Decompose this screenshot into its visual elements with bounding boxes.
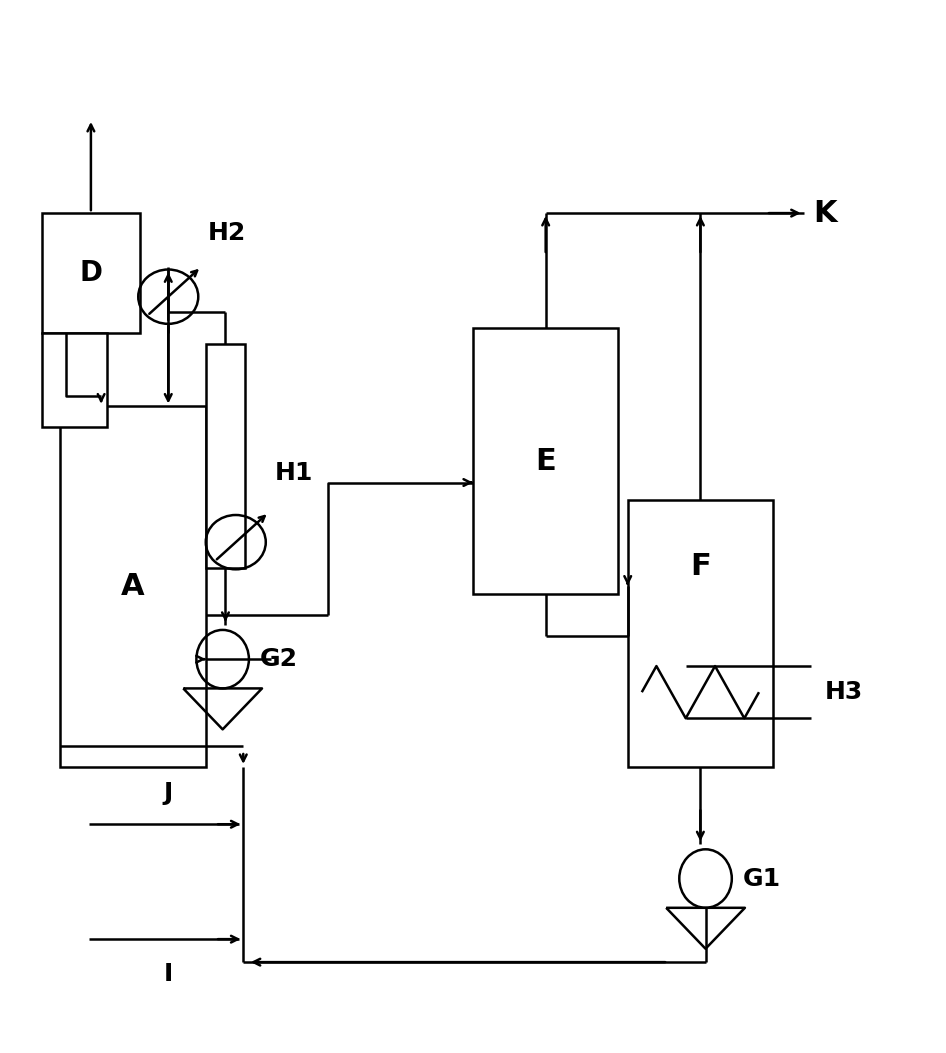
Bar bbox=[42, 333, 107, 428]
Text: G1: G1 bbox=[743, 867, 781, 891]
Text: I: I bbox=[164, 962, 173, 986]
Text: J: J bbox=[164, 781, 173, 806]
Text: H3: H3 bbox=[825, 680, 863, 704]
Bar bbox=[42, 213, 140, 333]
Text: G2: G2 bbox=[260, 648, 298, 671]
Text: A: A bbox=[121, 572, 145, 601]
Text: D: D bbox=[79, 259, 102, 287]
Bar bbox=[628, 500, 773, 767]
Text: H2: H2 bbox=[207, 221, 246, 245]
Bar bbox=[61, 406, 206, 767]
Text: H1: H1 bbox=[275, 461, 313, 485]
Text: E: E bbox=[535, 446, 556, 476]
Text: F: F bbox=[690, 553, 710, 581]
Bar bbox=[206, 343, 245, 569]
Bar bbox=[473, 329, 619, 594]
Text: K: K bbox=[813, 199, 836, 227]
